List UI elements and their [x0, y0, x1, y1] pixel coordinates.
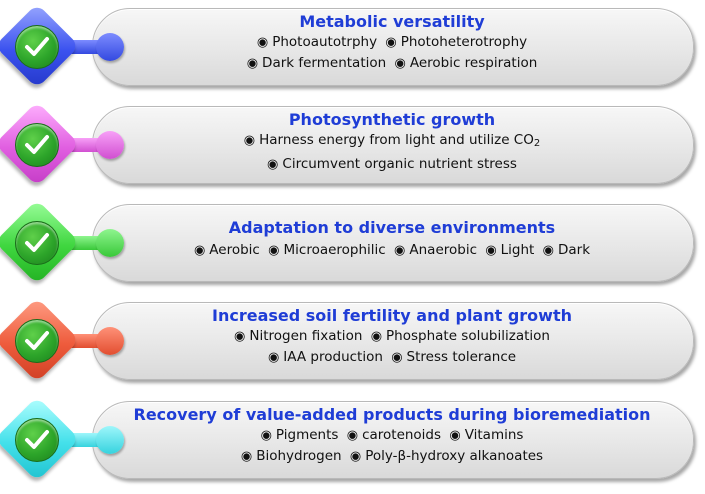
item-panel [92, 106, 694, 184]
connector-knob [96, 426, 124, 454]
bullet-text: Nitrogen fixation [249, 328, 363, 344]
bullet-icon: ◉ [370, 329, 383, 344]
bullet-line: ◉ Harness energy from light and utilize C… [112, 130, 672, 154]
bullet-icon: ◉ [267, 157, 279, 172]
bullet-icon: ◉ [391, 350, 403, 365]
bullet-text: Microaerophilic [283, 242, 386, 258]
bullet-text: Aerobic respiration [409, 55, 538, 71]
bullet-text: IAA production [283, 349, 383, 365]
bullet-text: Aerobic [209, 242, 260, 258]
check-icon [15, 319, 59, 363]
item-photosynthetic-growth: Photosynthetic growth ◉ Harness energy fr… [0, 101, 705, 188]
item-value-added-products: Recovery of value-added products during … [0, 396, 705, 483]
bullet-text: Anaerobic [409, 242, 478, 258]
bullet-icon: ◉ [256, 35, 269, 50]
bullet-icon: ◉ [346, 428, 359, 443]
item-text: Photosynthetic growth ◉ Harness energy fr… [112, 110, 672, 180]
bullet-icon: ◉ [449, 428, 461, 443]
bullet-text: Poly-β-hydroxy alkanoates [365, 448, 544, 464]
item-panel [92, 204, 694, 282]
bullet-icon: ◉ [240, 449, 253, 464]
check-icon [15, 25, 59, 69]
bullet-icon: ◉ [243, 133, 256, 148]
connector-knob [96, 131, 124, 159]
item-text: Adaptation to diverse environments ◉ Aero… [112, 218, 672, 288]
bullet-text: carotenoids [362, 427, 442, 443]
connector-knob [96, 327, 124, 355]
item-title: Recovery of value-added products during … [133, 405, 651, 424]
bullet-text: Photoheterotrophy [400, 34, 528, 50]
bullet-text: Biohydrogen [256, 448, 342, 464]
bullet-icon: ◉ [268, 243, 280, 258]
bullet-icon: ◉ [246, 56, 259, 71]
bullet-icon: ◉ [385, 35, 397, 50]
bullet-text: Harness energy from light and utilize CO [259, 132, 534, 148]
subscript-2: 2 [533, 138, 541, 149]
bullet-text: Photoautotrphy [272, 34, 378, 50]
item-title: Photosynthetic growth [288, 110, 496, 129]
bullet-icon: ◉ [394, 243, 406, 258]
connector-knob [96, 33, 124, 61]
item-title: Adaptation to diverse environments [228, 218, 556, 237]
bullet-icon: ◉ [394, 56, 406, 71]
item-text: Increased soil fertility and plant growt… [112, 306, 672, 376]
connector-knob [96, 229, 124, 257]
bullet-line: ◉ Nitrogen fixation ◉ Phosphate solubiliza… [112, 326, 672, 347]
bullet-text: Light [500, 242, 535, 258]
check-icon [15, 418, 59, 462]
bullet-icon: ◉ [542, 243, 554, 258]
bullet-icon: ◉ [349, 449, 362, 464]
item-title: Increased soil fertility and plant growt… [212, 306, 572, 325]
bullet-line: ◉ Photoautotrphy ◉ Photoheterotrophy [112, 32, 672, 53]
bullet-line: ◉ Biohydrogen ◉ Poly-β-hydroxy alkanoates [112, 446, 672, 467]
item-text: Recovery of value-added products during … [112, 405, 672, 475]
bullet-text: Dark [558, 242, 591, 258]
bullet-text: Circumvent organic nutrient stress [282, 156, 517, 172]
bullet-text: Stress tolerance [406, 349, 517, 365]
bullet-line: ◉ Dark fermentation ◉ Aerobic respiration [112, 53, 672, 74]
bullet-line: ◉ Circumvent organic nutrient stress [112, 154, 672, 175]
bullet-text: Pigments [275, 427, 339, 443]
item-title: Metabolic versatility [299, 12, 485, 31]
bullet-icon: ◉ [193, 243, 206, 258]
bullet-line: ◉ Pigments ◉ carotenoids ◉ Vitamins [112, 425, 672, 446]
bullet-text: Dark fermentation [262, 55, 387, 71]
item-panel [92, 8, 694, 86]
bullet-text: Vitamins [464, 427, 524, 443]
item-metabolic-versatility: Metabolic versatility ◉ Photoautotrphy ◉ P… [0, 3, 705, 90]
item-soil-fertility: Increased soil fertility and plant growt… [0, 297, 705, 384]
bullet-icon: ◉ [234, 329, 246, 344]
bullet-icon: ◉ [260, 428, 272, 443]
bullet-line: ◉ Aerobic ◉ Microaerophilic ◉ Anaerobic ◉ Li… [112, 240, 672, 261]
item-panel [92, 401, 694, 479]
check-icon [15, 221, 59, 265]
bullet-line: ◉ IAA production ◉ Stress tolerance [112, 347, 672, 368]
item-text: Metabolic versatility ◉ Photoautotrphy ◉ P… [112, 12, 672, 82]
item-adaptation: Adaptation to diverse environments ◉ Aero… [0, 199, 705, 288]
bullet-icon: ◉ [267, 350, 280, 365]
bullet-text: Phosphate solubilization [386, 328, 550, 344]
item-panel [92, 302, 694, 380]
check-icon [15, 123, 59, 167]
bullet-icon: ◉ [485, 243, 497, 258]
